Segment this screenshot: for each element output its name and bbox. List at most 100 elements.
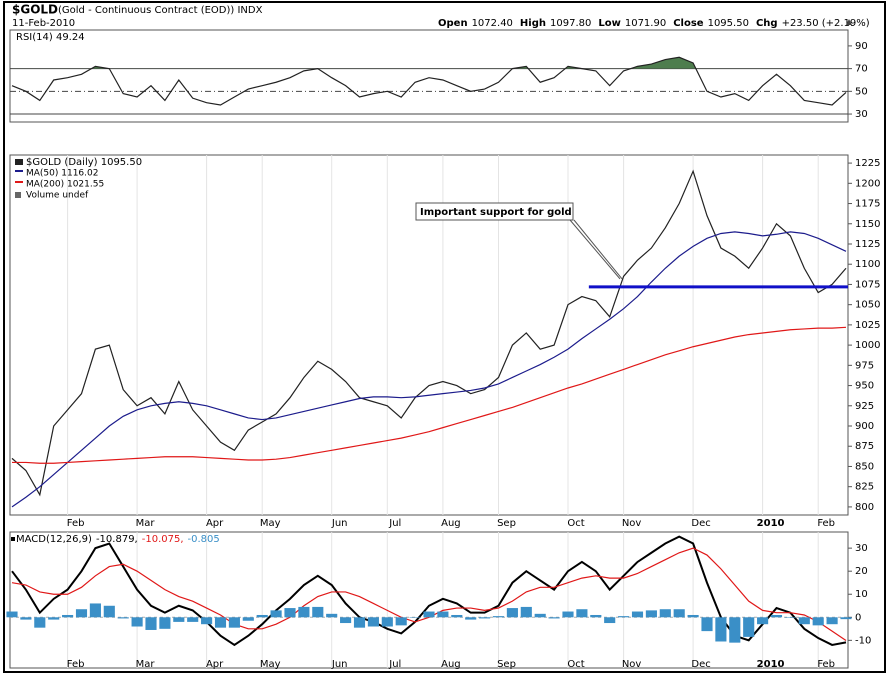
- x-tick-label: Jun: [331, 659, 348, 670]
- histogram-bar: [631, 611, 644, 618]
- histogram-bar: [784, 617, 796, 618]
- histogram-bar: [284, 608, 296, 618]
- y-tick-label: 800: [855, 502, 874, 513]
- annotation-box: [415, 202, 574, 221]
- y-tick-label: 90: [855, 41, 868, 52]
- histogram-bar: [187, 617, 199, 622]
- histogram-bar: [840, 617, 852, 620]
- x-tick-label: Mar: [136, 659, 156, 670]
- x-tick-label: Mar: [136, 518, 156, 529]
- series-line: [12, 326, 847, 464]
- quote-value: 1095.50: [708, 18, 749, 29]
- histogram-bar: [659, 609, 671, 618]
- histogram-bar: [312, 606, 324, 618]
- histogram-bar: [103, 605, 115, 618]
- legend-value: -10.075,: [142, 534, 184, 545]
- y-tick-label: 70: [855, 64, 868, 75]
- histogram-bar: [214, 617, 227, 628]
- histogram-bar: [687, 614, 699, 618]
- x-tick-label: Apr: [206, 659, 224, 670]
- legend: Volume undef: [26, 191, 89, 201]
- histogram-bar: [256, 614, 268, 618]
- pointer: [569, 219, 621, 280]
- histogram-bar: [604, 617, 616, 624]
- legend: MA(200) 1021.55: [26, 180, 104, 190]
- y-tick-label: 1150: [855, 219, 880, 230]
- quote-label: Close: [673, 18, 704, 29]
- symbol: $GOLD: [12, 3, 58, 17]
- histogram-bar: [437, 611, 449, 618]
- y-tick-label: 20: [855, 566, 868, 577]
- quote-label: Open: [438, 18, 468, 29]
- histogram-bar: [131, 617, 143, 627]
- legend: $GOLD (Daily) 1095.50: [26, 157, 142, 168]
- legend-value: -10.879,: [96, 534, 138, 545]
- quote-value: 1072.40: [472, 18, 513, 29]
- x-tick-label: Dec: [691, 659, 710, 670]
- histogram-bar: [159, 617, 171, 629]
- x-tick-label: Nov: [622, 518, 642, 529]
- quote-value: 1071.90: [625, 18, 666, 29]
- x-tick-label: Sep: [497, 518, 516, 529]
- legend-swatch: [15, 181, 23, 183]
- legend-swatch: [15, 159, 23, 165]
- y-tick-label: 850: [855, 461, 874, 472]
- histogram-bar: [506, 608, 518, 618]
- quote-value: +23.50 (+2.19%): [782, 18, 870, 29]
- histogram-bar: [479, 617, 491, 619]
- y-tick-label: 30: [855, 543, 868, 554]
- histogram-bar: [228, 617, 240, 628]
- quote-label: Low: [598, 18, 620, 29]
- legend-swatch: [11, 537, 15, 541]
- histogram-bar: [645, 610, 657, 618]
- histogram-bar: [576, 609, 588, 618]
- description: (Gold - Continuous Contract (EOD)) INDX: [58, 5, 263, 16]
- series-line: [11, 169, 847, 497]
- histogram-bar: [48, 617, 60, 620]
- legend-swatch: [15, 192, 21, 198]
- x-tick-label: Nov: [622, 659, 642, 670]
- histogram-bar: [201, 617, 213, 625]
- arrow-icon: [846, 19, 852, 25]
- histogram-bar: [715, 617, 727, 642]
- x-tick-label: May: [260, 659, 281, 670]
- histogram-bar: [618, 616, 630, 618]
- y-tick-label: 1125: [855, 239, 880, 250]
- histogram-bar: [381, 617, 393, 627]
- histogram-bar: [729, 617, 741, 643]
- x-tick-label: Aug: [441, 518, 461, 529]
- histogram-bar: [89, 603, 101, 618]
- annotation: Important support for gold: [420, 207, 572, 218]
- y-tick-label: 10: [855, 589, 868, 600]
- histogram-bar: [173, 617, 185, 622]
- y-tick-label: 1175: [855, 199, 880, 210]
- x-tick-label: Feb: [817, 659, 835, 670]
- histogram-bar: [465, 617, 477, 620]
- panel: [9, 531, 849, 669]
- histogram-bar: [326, 613, 338, 618]
- legend-title: MACD(12,26,9): [16, 534, 92, 545]
- x-tick-label: 2010: [757, 659, 785, 670]
- y-tick-label: 975: [855, 360, 874, 371]
- histogram-bar: [145, 617, 157, 630]
- histogram-bar: [270, 610, 282, 618]
- histogram-bar: [409, 617, 421, 618]
- y-tick-label: 1000: [855, 340, 880, 351]
- series-line: [11, 56, 847, 106]
- quote-label: High: [520, 18, 546, 29]
- y-tick-label: 925: [855, 401, 874, 412]
- y-tick-label: 825: [855, 482, 874, 493]
- x-tick-label: Aug: [441, 659, 461, 670]
- histogram-bar: [62, 614, 74, 618]
- histogram-bar: [353, 617, 366, 628]
- y-tick-label: 0: [855, 612, 861, 623]
- histogram-bar: [520, 606, 532, 618]
- histogram-bar: [590, 614, 602, 618]
- histogram-bar: [673, 609, 685, 618]
- y-tick-label: 1225: [855, 158, 880, 169]
- x-tick-label: Jul: [388, 659, 401, 670]
- x-tick-label: Dec: [691, 518, 710, 529]
- x-tick-label: Oct: [567, 659, 584, 670]
- y-tick-label: 950: [855, 381, 874, 392]
